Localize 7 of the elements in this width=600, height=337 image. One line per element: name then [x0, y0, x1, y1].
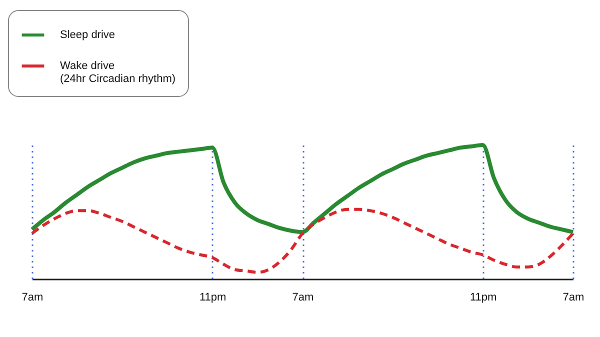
legend-label: Wake drive (24hr Circadian rhythm)	[60, 60, 176, 85]
x-tick-label: 7am	[22, 292, 44, 304]
x-tick-label: 7am	[292, 292, 314, 304]
x-tick-label: 11pm	[470, 292, 497, 304]
x-tick-label: 11pm	[199, 292, 226, 304]
legend-label: Sleep drive	[60, 29, 116, 41]
x-tick-label: 7am	[562, 292, 584, 304]
